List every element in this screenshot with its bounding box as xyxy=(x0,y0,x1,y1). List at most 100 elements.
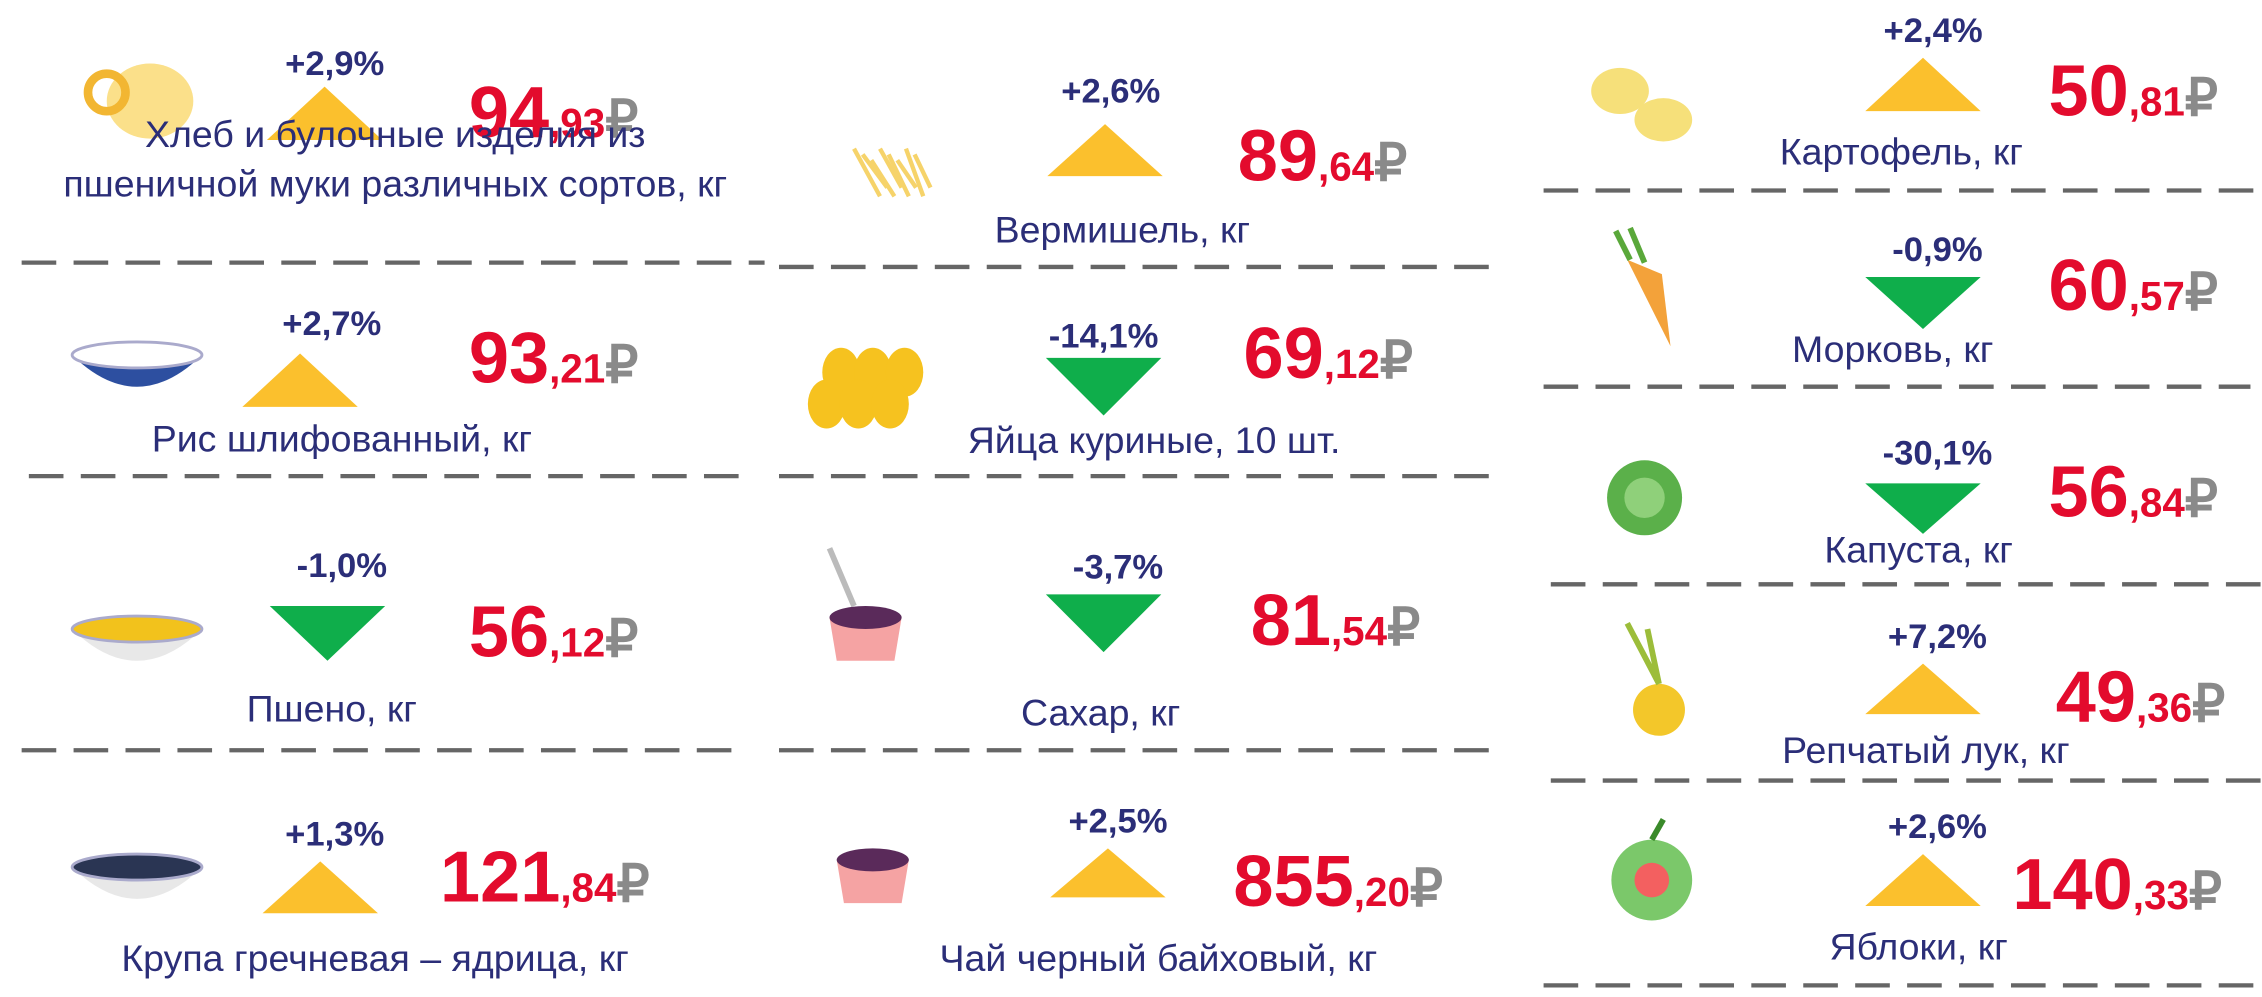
item-name: Морковь, кг xyxy=(1792,328,1993,370)
price-frac: ,57 xyxy=(2129,273,2185,319)
icon-shape xyxy=(1613,226,1648,264)
currency: ₽ xyxy=(1410,860,1443,918)
change: +2,5% xyxy=(1068,802,1167,840)
triangle-up xyxy=(1865,663,1981,715)
price-frac: ,84 xyxy=(560,865,617,911)
price: 89,64₽ xyxy=(1238,116,1407,196)
change: +2,9% xyxy=(285,45,384,83)
price: 121,84₽ xyxy=(440,838,650,918)
icon-noodle xyxy=(852,147,933,198)
icon-potato xyxy=(1591,67,1693,142)
icon-shape xyxy=(1634,98,1693,142)
icon-shape xyxy=(1633,683,1685,736)
item-name: Капуста, кг xyxy=(1824,529,2013,571)
item-name: пшеничной муки различных сортов, кг xyxy=(63,162,727,204)
icon-shape xyxy=(1634,862,1670,898)
change: -30,1% xyxy=(1883,435,1993,473)
price-int: 121 xyxy=(440,838,560,918)
icon-sugar xyxy=(826,547,902,661)
item-name: Яблоки, кг xyxy=(1830,925,2008,967)
icon-shape xyxy=(871,379,909,429)
price: 93,21₽ xyxy=(469,318,638,398)
triangle-up xyxy=(266,86,383,141)
price-int: 81 xyxy=(1251,581,1331,661)
price-frac: ,12 xyxy=(1324,341,1380,387)
icon-shape xyxy=(70,852,204,882)
price-frac: ,81 xyxy=(2129,78,2185,124)
icon-shape xyxy=(836,859,909,904)
item-name: Пшено, кг xyxy=(247,687,417,729)
triangle-up xyxy=(1047,124,1163,177)
price-int: 140 xyxy=(2012,845,2132,925)
icon-shape xyxy=(1591,67,1649,115)
icon-shape xyxy=(903,147,926,198)
change: -1,0% xyxy=(297,547,387,585)
icon-shape xyxy=(912,153,933,189)
icon-shape xyxy=(826,547,857,608)
icon-bread xyxy=(83,63,194,139)
price-int: 50 xyxy=(2048,51,2128,131)
item-name: Вермишель, кг xyxy=(995,208,1251,250)
price: 50,81₽ xyxy=(2048,51,2217,131)
icon-shape xyxy=(70,340,204,370)
price-frac: ,33 xyxy=(2133,872,2189,918)
change: +2,7% xyxy=(282,305,381,343)
price-int: 56 xyxy=(2048,453,2128,533)
triangle-up xyxy=(242,353,358,407)
price-frac: ,36 xyxy=(2136,684,2192,730)
icon-carrot xyxy=(1613,226,1671,347)
change: +2,6% xyxy=(1061,73,1160,111)
icon-shape xyxy=(829,617,902,661)
icon-shape xyxy=(886,153,911,198)
icon-shape xyxy=(807,379,846,429)
change: -3,7% xyxy=(1073,549,1163,587)
price-int: 93 xyxy=(469,318,549,398)
icon-cabbage xyxy=(1607,460,1683,536)
icon-apple xyxy=(1611,818,1693,921)
currency: ₽ xyxy=(2189,863,2222,921)
price: 69,12₽ xyxy=(1244,314,1413,394)
change: +1,3% xyxy=(285,815,384,853)
currency: ₽ xyxy=(616,856,649,914)
triangle-down xyxy=(1045,594,1162,653)
price-frac: ,84 xyxy=(2129,480,2186,526)
icon-shape xyxy=(878,147,904,189)
price: 56,84₽ xyxy=(2048,453,2217,533)
currency: ₽ xyxy=(1374,134,1407,192)
currency: ₽ xyxy=(2185,69,2218,127)
triangle-up xyxy=(262,861,378,914)
icon-shape xyxy=(836,848,909,872)
triangle-down xyxy=(1045,357,1162,416)
price-frac: ,21 xyxy=(549,345,605,391)
icon-eggs xyxy=(807,347,924,429)
item-name: Хлеб и булочные изделия из xyxy=(145,113,645,155)
icon-buck xyxy=(70,852,204,899)
item-name: Яйца куриные, 10 шт. xyxy=(968,419,1341,461)
triangle-up xyxy=(1865,854,1981,907)
icon-tea xyxy=(836,848,909,904)
icon-shape xyxy=(829,605,902,630)
triangle-down xyxy=(1865,277,1981,329)
price-frac: ,20 xyxy=(1354,869,1410,915)
icon-shape xyxy=(1624,621,1662,686)
price: 855,20₽ xyxy=(1233,842,1443,922)
price-int: 60 xyxy=(2048,246,2128,326)
triangle-down xyxy=(269,605,386,661)
triangle-down xyxy=(1865,483,1981,534)
icon-shape xyxy=(1627,259,1671,347)
currency: ₽ xyxy=(605,91,638,149)
icon-shape xyxy=(839,379,878,429)
price-frac: ,64 xyxy=(1318,143,1375,189)
price-int: 855 xyxy=(1233,842,1353,922)
icon-onion xyxy=(1624,621,1685,736)
currency: ₽ xyxy=(2192,675,2225,733)
icon-shape xyxy=(1624,477,1665,518)
item-name: Чай черный байховый, кг xyxy=(939,937,1377,979)
price-int: 69 xyxy=(1244,314,1324,394)
currency: ₽ xyxy=(1387,599,1420,657)
price-frac: ,12 xyxy=(549,619,605,665)
change: +2,6% xyxy=(1888,808,1987,846)
item-name: Рис шлифованный, кг xyxy=(152,418,532,460)
icon-shape xyxy=(1649,818,1666,842)
price: 81,54₽ xyxy=(1251,581,1420,661)
